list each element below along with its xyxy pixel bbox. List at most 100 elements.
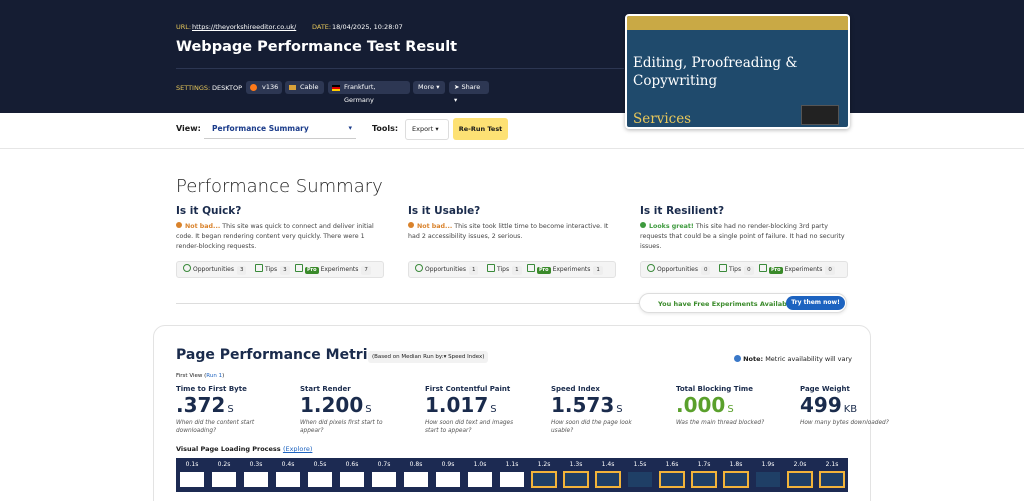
frame-thumbnail (787, 471, 813, 488)
frame-thumbnail (691, 471, 717, 488)
metric-value: 1.017 S (425, 393, 497, 417)
header-bar (0, 0, 1024, 113)
frame-time: 1.1s (505, 461, 519, 468)
frame-thumbnail (339, 471, 365, 488)
tab-bar: Opportunities 0 Tips 0 Pro Experiments 0 (640, 261, 848, 278)
based-value: Speed Index (448, 354, 483, 360)
frame-thumbnail (467, 471, 493, 488)
metric-value: .000 S (676, 393, 734, 417)
section-description: This site took little time to become int… (408, 223, 609, 240)
tab-icon (295, 264, 303, 272)
tab[interactable]: Opportunities 1 (415, 262, 479, 277)
tab-icon (719, 264, 727, 272)
tab-count: 0 (744, 266, 754, 275)
metric-number: 1.017 (425, 393, 489, 417)
preview-badge (801, 105, 839, 125)
frame-time: 1.3s (569, 461, 583, 468)
frame-time: 0.8s (409, 461, 423, 468)
frame-time: 1.0s (473, 461, 487, 468)
section-description: This site had no render-blocking 3rd par… (640, 223, 845, 250)
verdict: Looks great! (649, 223, 694, 230)
share-button[interactable]: ➤ Share ▾ (449, 81, 489, 104)
note-label: Note: (743, 355, 764, 363)
preview-card: Editing, Proofreading & Copywriting Serv… (625, 14, 850, 129)
tab-icon (183, 264, 191, 272)
pro-badge: Pro (305, 267, 319, 274)
section-heading: Is it Resilient? (640, 205, 725, 217)
tab[interactable]: Pro Experiments 0 (759, 262, 835, 277)
frame-time: 1.8s (729, 461, 743, 468)
metric-unit: S (727, 404, 734, 415)
tools-label: Tools: (372, 124, 399, 133)
explore-link[interactable]: (Explore) (282, 445, 313, 453)
note: Note: Metric availability will vary (734, 355, 852, 363)
flag-icon (332, 85, 340, 91)
tab-count: 0 (700, 266, 711, 275)
view-dropdown[interactable]: Performance Summary ▾ (204, 119, 356, 139)
frame-time: 1.2s (537, 461, 551, 468)
tab[interactable]: Opportunities 3 (183, 262, 247, 277)
view-value: Performance Summary (212, 124, 309, 133)
frame-time: 0.1s (185, 461, 199, 468)
frame-time: 0.7s (377, 461, 391, 468)
metric-unit: S (227, 404, 234, 415)
tab[interactable]: Tips 3 (255, 262, 290, 277)
connection: Cable (300, 83, 319, 91)
first-view: First View (Run 1) (176, 373, 224, 379)
tab-count: 7 (361, 266, 371, 275)
tab-count: 3 (280, 266, 290, 275)
run-link[interactable]: Run 1 (206, 373, 223, 379)
tab-icon (255, 264, 263, 272)
url-link[interactable]: https://theyorkshireeditor.co.uk/ (192, 23, 297, 31)
based-on[interactable]: (Based on Median Run by:▾ Speed Index) (368, 351, 489, 363)
pro-badge: Pro (769, 267, 783, 274)
summary-title: Performance Summary (176, 176, 383, 197)
frame-time: 1.5s (633, 461, 647, 468)
metric-number: 499 (800, 393, 842, 417)
browser-icon (250, 84, 257, 91)
toolbar-border (0, 148, 1024, 149)
tab-icon (759, 264, 767, 272)
verdict-icon (408, 222, 414, 228)
section-description: This site was quick to connect and deliv… (176, 223, 374, 250)
metric-description: Was the main thread blocked? (676, 420, 765, 426)
more: More (418, 83, 435, 91)
metric-description: How many bytes downloaded? (800, 420, 889, 426)
frame-time: 1.4s (601, 461, 615, 468)
frame-thumbnail (499, 471, 525, 488)
metric-label: Speed Index (551, 385, 600, 393)
frame-thumbnail (627, 471, 653, 488)
tab-bar: Opportunities 1 Tips 1 Pro Experiments 1 (408, 261, 616, 278)
based-label: (Based on Median Run by: (372, 354, 444, 360)
frame-time: 2.0s (793, 461, 807, 468)
metric-unit: S (365, 404, 372, 415)
tab-icon (487, 264, 495, 272)
tab-bar: Opportunities 3 Tips 3 Pro Experiments 7 (176, 261, 384, 278)
tab[interactable]: Opportunities 0 (647, 262, 711, 277)
more-button[interactable]: More ▾ (413, 81, 445, 94)
frame-thumbnail (755, 471, 781, 488)
metric-unit: S (616, 404, 623, 415)
settings-label: SETTINGS: (176, 84, 211, 92)
metric-label: Total Blocking Time (676, 385, 753, 393)
frame-thumbnail (243, 471, 269, 488)
loading-label: Visual Page Loading Process (176, 445, 281, 453)
frame-time: 0.6s (345, 461, 359, 468)
experiments-banner: You have Free Experiments Available! Try… (639, 293, 847, 313)
try-button[interactable]: Try them now! (786, 296, 845, 310)
page-title: Webpage Performance Test Result (176, 39, 458, 55)
rerun-button[interactable]: Re-Run Test (453, 118, 508, 140)
browser-chip: v136 (246, 81, 282, 94)
export-button[interactable]: Export ▾ (405, 119, 449, 140)
tab-label: Experiments (552, 266, 591, 273)
metric-number: .000 (676, 393, 726, 417)
metrics-title: Page Performance Metrics (176, 347, 385, 363)
tab-icon (415, 264, 423, 272)
frame-thumbnail (211, 471, 237, 488)
tab[interactable]: Pro Experiments 1 (527, 262, 603, 277)
tab[interactable]: Pro Experiments 7 (295, 262, 371, 277)
frame-thumbnail (307, 471, 333, 488)
tab[interactable]: Tips 0 (719, 262, 754, 277)
metric-number: 1.200 (300, 393, 364, 417)
tab[interactable]: Tips 1 (487, 262, 522, 277)
